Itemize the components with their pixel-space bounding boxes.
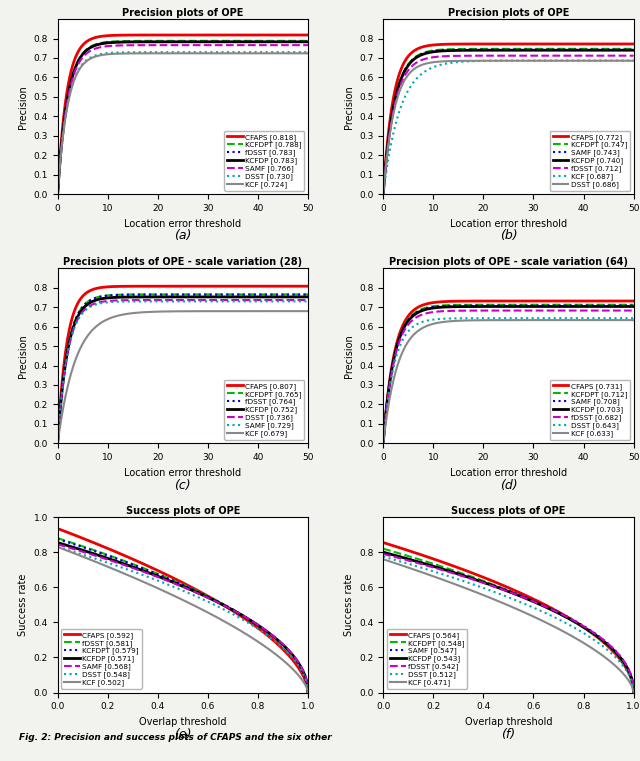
Title: Precision plots of OPE - scale variation (64): Precision plots of OPE - scale variation… [389,257,628,267]
Y-axis label: Precision: Precision [344,334,353,377]
Text: (b): (b) [500,230,517,243]
Legend: CFAPS [0.592], fDSST [0.581], KCFDPT [0.579], KCFDP [0.571], SAMF [0.568], DSST : CFAPS [0.592], fDSST [0.581], KCFDPT [0.… [61,629,141,689]
Legend: CFAPS [0.564], KCFDPT [0.548], SAMF [0.547], KCFDP [0.543], fDSST [0.542], DSST : CFAPS [0.564], KCFDPT [0.548], SAMF [0.5… [387,629,467,689]
Title: Precision plots of OPE: Precision plots of OPE [122,8,243,18]
Title: Success plots of OPE: Success plots of OPE [125,506,240,517]
Text: Fig. 2: Precision and success plots of CFAPS and the six other: Fig. 2: Precision and success plots of C… [19,733,332,742]
Text: (c): (c) [175,479,191,492]
Legend: CFAPS [0.772], KCFDPT [0.747], SAMF [0.743], KCFDP [0.740], fDSST [0.712], KCF [: CFAPS [0.772], KCFDPT [0.747], SAMF [0.7… [550,131,630,191]
Title: Precision plots of OPE: Precision plots of OPE [448,8,569,18]
X-axis label: Location error threshold: Location error threshold [450,218,567,229]
Title: Success plots of OPE: Success plots of OPE [451,506,566,517]
Y-axis label: Precision: Precision [18,84,28,129]
Text: (d): (d) [500,479,517,492]
Y-axis label: Success rate: Success rate [18,574,28,636]
Y-axis label: Success rate: Success rate [344,574,353,636]
Text: (e): (e) [174,728,191,740]
Text: (a): (a) [174,230,191,243]
X-axis label: Location error threshold: Location error threshold [124,468,241,478]
X-axis label: Overlap threshold: Overlap threshold [465,717,552,727]
Legend: CFAPS [0.807], KCFDPT [0.765], fDSST [0.764], KCFDP [0.752], DSST [0.736], SAMF : CFAPS [0.807], KCFDPT [0.765], fDSST [0.… [224,380,305,440]
Legend: CFAPS [0.818], KCFDPT [0.788], fDSST [0.783], KCFDP [0.783], SAMF [0.766], DSST : CFAPS [0.818], KCFDPT [0.788], fDSST [0.… [224,131,305,191]
Y-axis label: Precision: Precision [344,84,353,129]
Text: (f): (f) [501,728,515,740]
Y-axis label: Precision: Precision [18,334,28,377]
Title: Precision plots of OPE - scale variation (28): Precision plots of OPE - scale variation… [63,257,302,267]
X-axis label: Location error threshold: Location error threshold [124,218,241,229]
X-axis label: Overlap threshold: Overlap threshold [139,717,227,727]
Legend: CFAPS [0.731], KCFDPT [0.712], SAMF [0.708], KCFDP [0.703], fDSST [0.682], DSST : CFAPS [0.731], KCFDPT [0.712], SAMF [0.7… [550,380,630,440]
X-axis label: Location error threshold: Location error threshold [450,468,567,478]
